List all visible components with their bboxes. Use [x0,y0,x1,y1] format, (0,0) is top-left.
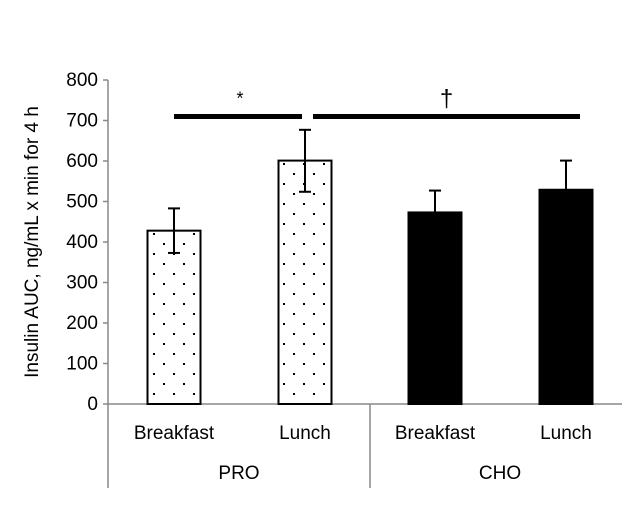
bar-cho-breakfast [407,211,463,405]
x-tick-label: Lunch [540,423,592,444]
y-tick-label: 0 [87,394,98,415]
x-tick-label: Breakfast [134,423,215,444]
y-tick-label: 100 [66,354,98,375]
group-label: CHO [479,463,521,484]
x-tick-label: Breakfast [395,423,476,444]
significance-symbol: † [440,85,453,112]
y-tick-label: 500 [66,192,98,213]
y-tick-label: 800 [66,70,98,91]
y-axis-label: Insulin AUC, ng/mL x min for 4 h [22,106,43,378]
y-tick-label: 200 [66,313,98,334]
bar-pro-lunch [277,159,333,405]
bar-pro-breakfast [146,229,202,405]
significance-symbol: * [236,88,243,108]
y-tick-label: 600 [66,151,98,172]
x-tick-label: Lunch [279,423,331,444]
y-tick-label: 300 [66,273,98,294]
y-tick-label: 700 [66,111,98,132]
y-tick-label: 400 [66,232,98,253]
group-label: PRO [218,463,259,484]
bar-cho-lunch [538,188,594,405]
